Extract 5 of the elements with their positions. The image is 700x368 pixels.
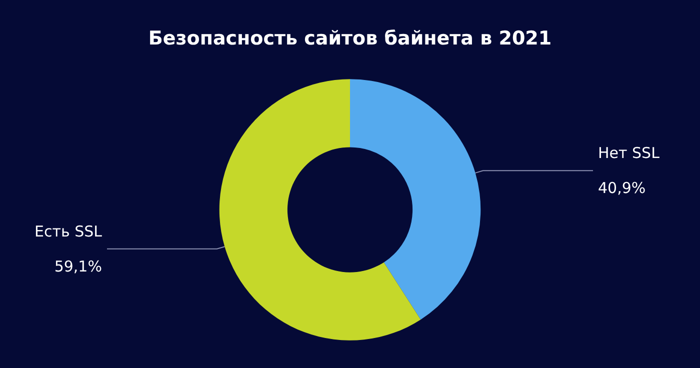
data-label: 59,1% [54, 257, 102, 276]
chart-title: Безопасность сайтов байнета в 2021 [148, 28, 552, 50]
slice-label: Нет SSL [598, 144, 660, 162]
slice-label: Есть SSL [34, 222, 103, 240]
data-label: 40,9% [598, 179, 646, 198]
